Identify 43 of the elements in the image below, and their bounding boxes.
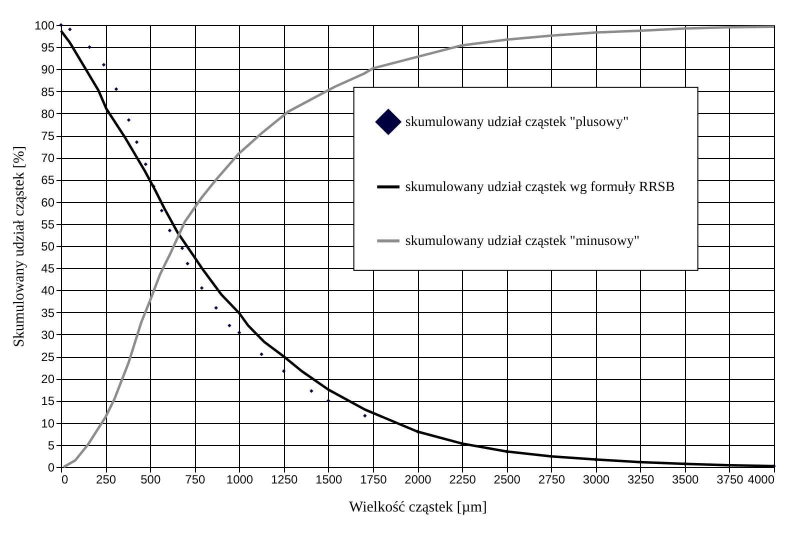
x-tick-label: 3250 <box>627 472 654 486</box>
y-tick-label: 100 <box>34 18 55 32</box>
y-tick-label: 45 <box>41 262 55 276</box>
x-tick-label: 4000 <box>748 472 775 486</box>
legend-label: skumulowany udział cząstek "plusowy" <box>405 114 629 130</box>
x-tick-label: 2750 <box>538 472 566 486</box>
y-axis-title: Skumulowany udział cząstek [%] <box>11 146 28 348</box>
y-tick-label: 10 <box>41 416 55 430</box>
y-tick-label: 80 <box>41 106 55 121</box>
y-tick-label: 50 <box>41 240 55 254</box>
x-tick-label: 2500 <box>494 472 521 486</box>
y-tick-label: 0 <box>48 460 55 474</box>
y-tick-label: 60 <box>41 195 55 210</box>
x-tick-label: 1750 <box>360 472 388 486</box>
legend-label: skumulowany udział cząstek "minusowy" <box>405 234 640 249</box>
y-tick-label: 35 <box>41 306 55 320</box>
y-tick-label: 5 <box>48 438 55 452</box>
y-tick-label: 85 <box>41 84 55 99</box>
x-tick-label: 3750 <box>716 472 744 486</box>
x-tick-label: 0 <box>62 472 68 486</box>
y-tick-label: 40 <box>41 284 55 298</box>
x-tick-label: 1250 <box>270 472 298 486</box>
x-axis-title: Wielkość cząstek [µm] <box>349 500 487 516</box>
y-tick-label: 15 <box>41 394 55 408</box>
x-tick-label: 1500 <box>316 472 343 486</box>
y-tick-label: 90 <box>41 62 55 77</box>
x-tick-label: 750 <box>185 472 206 486</box>
y-tick-label: 75 <box>41 129 55 143</box>
legend-label: skumulowany udział cząstek wg formuły RRSB <box>405 180 675 195</box>
y-tick-label: 55 <box>41 217 55 232</box>
y-tick-label: 25 <box>41 350 55 364</box>
x-tick-label: 500 <box>140 472 161 486</box>
y-tick-label: 70 <box>41 151 55 166</box>
x-tick-label: 2250 <box>449 472 476 486</box>
y-tick-label: 20 <box>41 372 55 386</box>
x-tick-label: 3000 <box>582 472 610 486</box>
x-tick-label: 250 <box>96 472 116 486</box>
x-tick-label: 1000 <box>226 472 254 486</box>
x-tick-label: 2000 <box>404 472 432 486</box>
y-tick-label: 30 <box>41 328 55 342</box>
x-tick-label: 3500 <box>672 472 700 486</box>
y-tick-label: 65 <box>41 173 55 188</box>
y-tick-label: 95 <box>41 40 55 55</box>
